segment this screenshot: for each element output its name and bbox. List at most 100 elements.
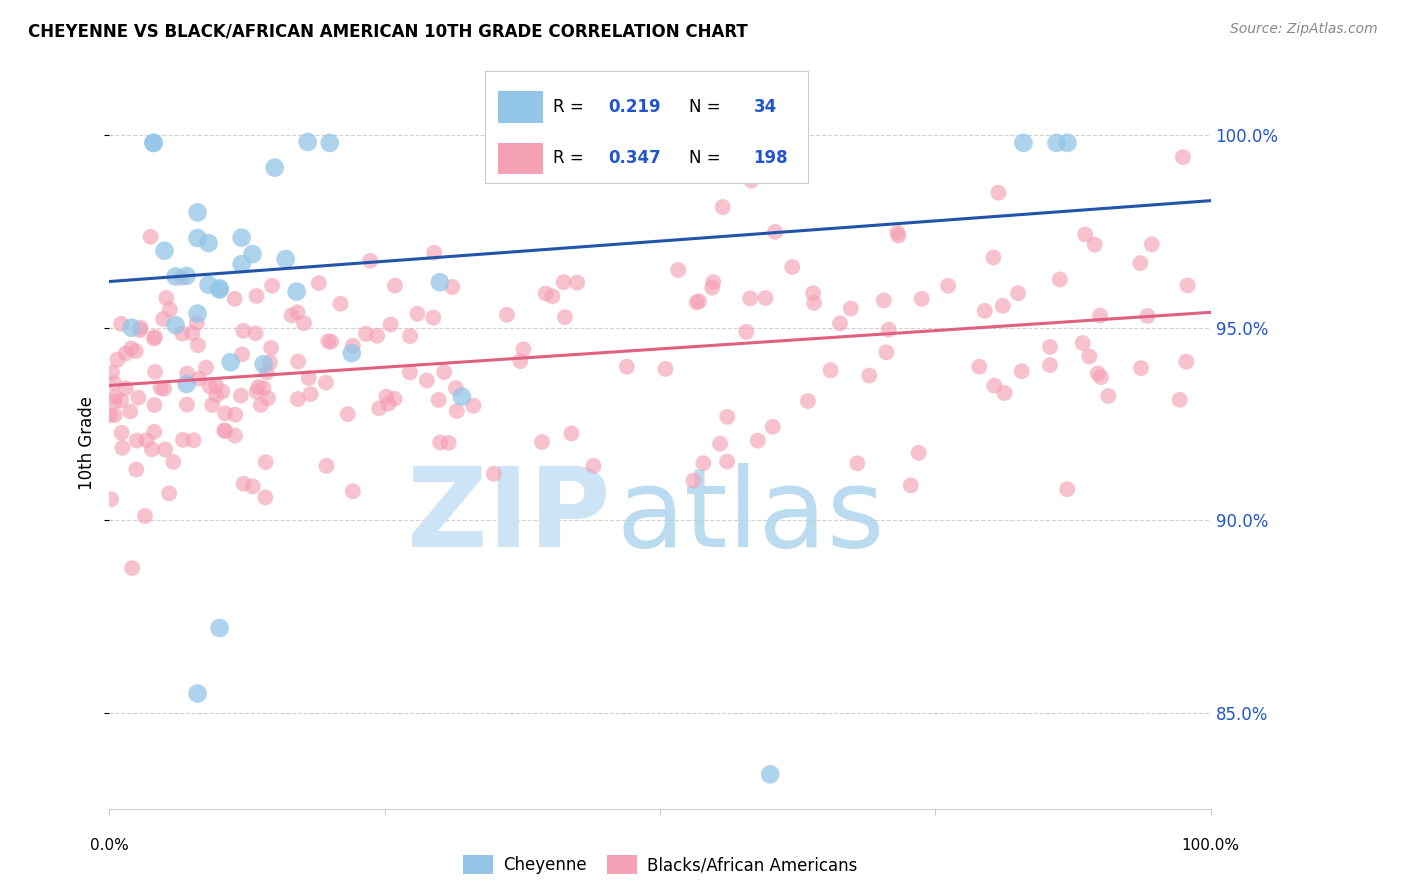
Point [152,312,174,326]
Point [983,251,1005,265]
Point [110,393,132,408]
Point [512,343,534,357]
Point [254,491,277,505]
Point [231,347,253,361]
Point [224,292,246,306]
Point [319,334,342,349]
Point [531,434,554,449]
Text: atlas: atlas [616,463,884,570]
Point [553,275,575,289]
Point [197,277,219,292]
Point [139,229,162,244]
Point [187,307,209,321]
Point [256,365,278,379]
Point [274,252,297,266]
Text: R =: R = [553,98,589,116]
Point [1039,358,1062,372]
Point [534,286,557,301]
Point [342,339,364,353]
Point [232,324,254,338]
Point [763,225,786,239]
Point [1168,392,1191,407]
Y-axis label: 10th Grade: 10th Grade [79,396,96,491]
Point [354,326,377,341]
Point [224,408,246,422]
Point [318,334,340,349]
Point [875,345,897,359]
Point [1171,150,1194,164]
Point [973,304,995,318]
Point [186,316,208,330]
Point [858,368,880,383]
Point [205,378,228,392]
Point [1090,370,1112,384]
Point [176,268,198,283]
Point [754,291,776,305]
Point [157,486,180,500]
Point [142,332,165,346]
Point [120,342,142,356]
Point [252,381,274,395]
FancyBboxPatch shape [498,92,543,122]
Point [1078,350,1101,364]
Point [1071,336,1094,351]
Point [416,373,439,387]
Point [399,329,422,343]
FancyBboxPatch shape [498,143,543,174]
Point [688,294,710,309]
Point [1056,136,1078,150]
Point [1049,272,1071,286]
Text: Source: ZipAtlas.com: Source: ZipAtlas.com [1230,22,1378,37]
Point [702,275,724,289]
Point [287,354,309,368]
Point [820,363,842,377]
Point [143,330,166,344]
Point [254,455,277,469]
Point [259,355,281,369]
Point [101,365,124,379]
Text: 0.219: 0.219 [607,98,661,116]
Point [1087,367,1109,381]
Point [176,398,198,412]
Point [159,302,181,317]
Point [1056,482,1078,496]
Point [685,295,707,310]
Point [444,381,467,395]
Point [127,391,149,405]
Point [224,428,246,442]
Point [125,434,148,448]
Point [315,376,337,390]
Point [129,320,152,334]
Point [229,389,252,403]
Point [121,320,143,334]
Point [700,280,723,294]
Point [987,186,1010,200]
Point [616,359,638,374]
Point [153,244,176,258]
Point [797,394,820,409]
Point [560,426,582,441]
Point [709,436,731,450]
Legend: Cheyenne, Blacks/African Americans: Cheyenne, Blacks/African Americans [457,848,863,881]
Point [245,289,267,303]
Point [115,346,138,360]
Point [384,278,406,293]
Point [187,231,209,245]
Point [176,376,198,391]
Point [1136,309,1159,323]
Point [716,409,738,424]
Point [242,247,264,261]
Point [142,136,165,150]
Point [1140,237,1163,252]
Point [212,423,235,437]
Point [740,292,762,306]
Point [384,392,406,406]
Point [554,310,576,325]
Point [105,352,128,367]
Point [98,409,121,423]
Point [103,376,125,390]
Point [298,371,321,385]
Point [195,360,218,375]
Point [162,455,184,469]
Point [509,354,531,368]
